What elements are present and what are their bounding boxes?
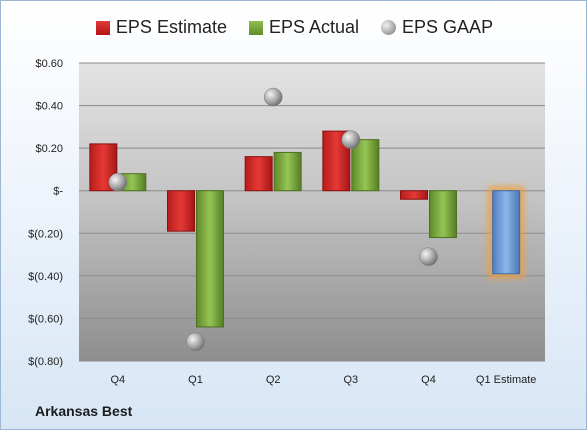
legend-label-actual: EPS Actual bbox=[268, 17, 360, 37]
red-square-icon bbox=[95, 20, 110, 35]
point-eps-gaap bbox=[341, 130, 361, 149]
y-tick-label: $- bbox=[53, 186, 63, 198]
gaap-points bbox=[108, 87, 438, 352]
point-eps-gaap bbox=[263, 87, 283, 107]
y-tick-label: $(0.60) bbox=[28, 313, 63, 325]
bar-eps-estimate-future bbox=[492, 190, 521, 275]
legend-item-estimate: EPS Estimate bbox=[95, 17, 227, 38]
x-tick-label: Q1 bbox=[188, 374, 203, 386]
bar-eps-actual bbox=[429, 190, 457, 239]
bar-eps-actual bbox=[196, 190, 224, 328]
gray-sphere-icon bbox=[381, 20, 397, 35]
point-eps-gaap bbox=[419, 247, 438, 266]
legend-item-actual: EPS Actual bbox=[248, 17, 360, 38]
company-name: Arkansas Best bbox=[35, 403, 133, 419]
x-tick-label: Q4 bbox=[110, 374, 125, 386]
bar-eps-actual bbox=[351, 139, 380, 192]
y-tick-label: $0.40 bbox=[35, 101, 63, 113]
y-tick-label: $(0.40) bbox=[28, 271, 63, 283]
y-tick-label: $0.60 bbox=[35, 58, 63, 70]
legend-item-gaap: EPS GAAP bbox=[381, 17, 493, 38]
x-tick-label: Q1 Estimate bbox=[476, 374, 537, 386]
bar-eps-estimate bbox=[400, 190, 428, 200]
point-eps-gaap bbox=[186, 332, 205, 352]
plot-area bbox=[79, 63, 545, 361]
legend-label-gaap: EPS GAAP bbox=[402, 17, 494, 37]
x-tick-label: Q2 bbox=[266, 374, 281, 386]
y-tick-label: $(0.20) bbox=[28, 228, 63, 240]
y-axis-labels: $0.60 $0.40 $0.20 $- $(0.20) $(0.40) $(0.60) $(… bbox=[28, 58, 63, 368]
x-tick-label: Q3 bbox=[343, 374, 358, 386]
point-eps-gaap bbox=[108, 172, 128, 192]
legend: EPS Estimate EPS Actual EPS GAAP bbox=[1, 17, 586, 38]
bar-eps-estimate bbox=[167, 190, 195, 232]
y-tick-label: $(0.80) bbox=[28, 356, 63, 368]
bar-eps-actual bbox=[273, 151, 302, 192]
green-square-icon bbox=[248, 20, 263, 35]
legend-label-estimate: EPS Estimate bbox=[115, 17, 227, 37]
x-tick-label: Q4 bbox=[421, 374, 436, 386]
y-tick-label: $0.20 bbox=[35, 143, 63, 155]
bar-eps-estimate bbox=[244, 156, 273, 192]
x-axis-labels: Q4 Q1 Q2 Q3 Q4 Q1 Estimate bbox=[110, 374, 536, 386]
gridlines bbox=[79, 62, 545, 362]
